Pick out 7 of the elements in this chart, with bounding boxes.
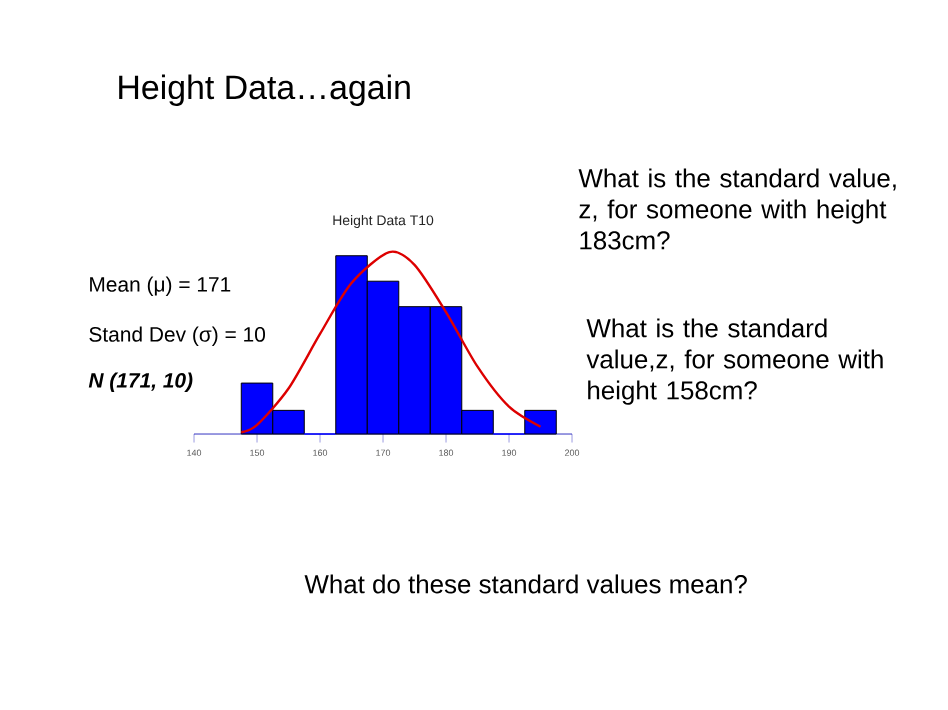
text: Height Data…again (119, 74, 410, 106)
annotation: Stand Dev (σ) = 10 (89, 326, 266, 346)
annotation: Mean (μ) = 171 (90, 276, 231, 296)
text: N (171, 10) (88, 372, 193, 392)
text: What is the standard value,z, for someone with height 158cm? (586, 318, 883, 405)
text: What do these standard values mean? (304, 574, 747, 594)
text: What is the standard value, z, for someone with height 183cm? (578, 168, 896, 250)
